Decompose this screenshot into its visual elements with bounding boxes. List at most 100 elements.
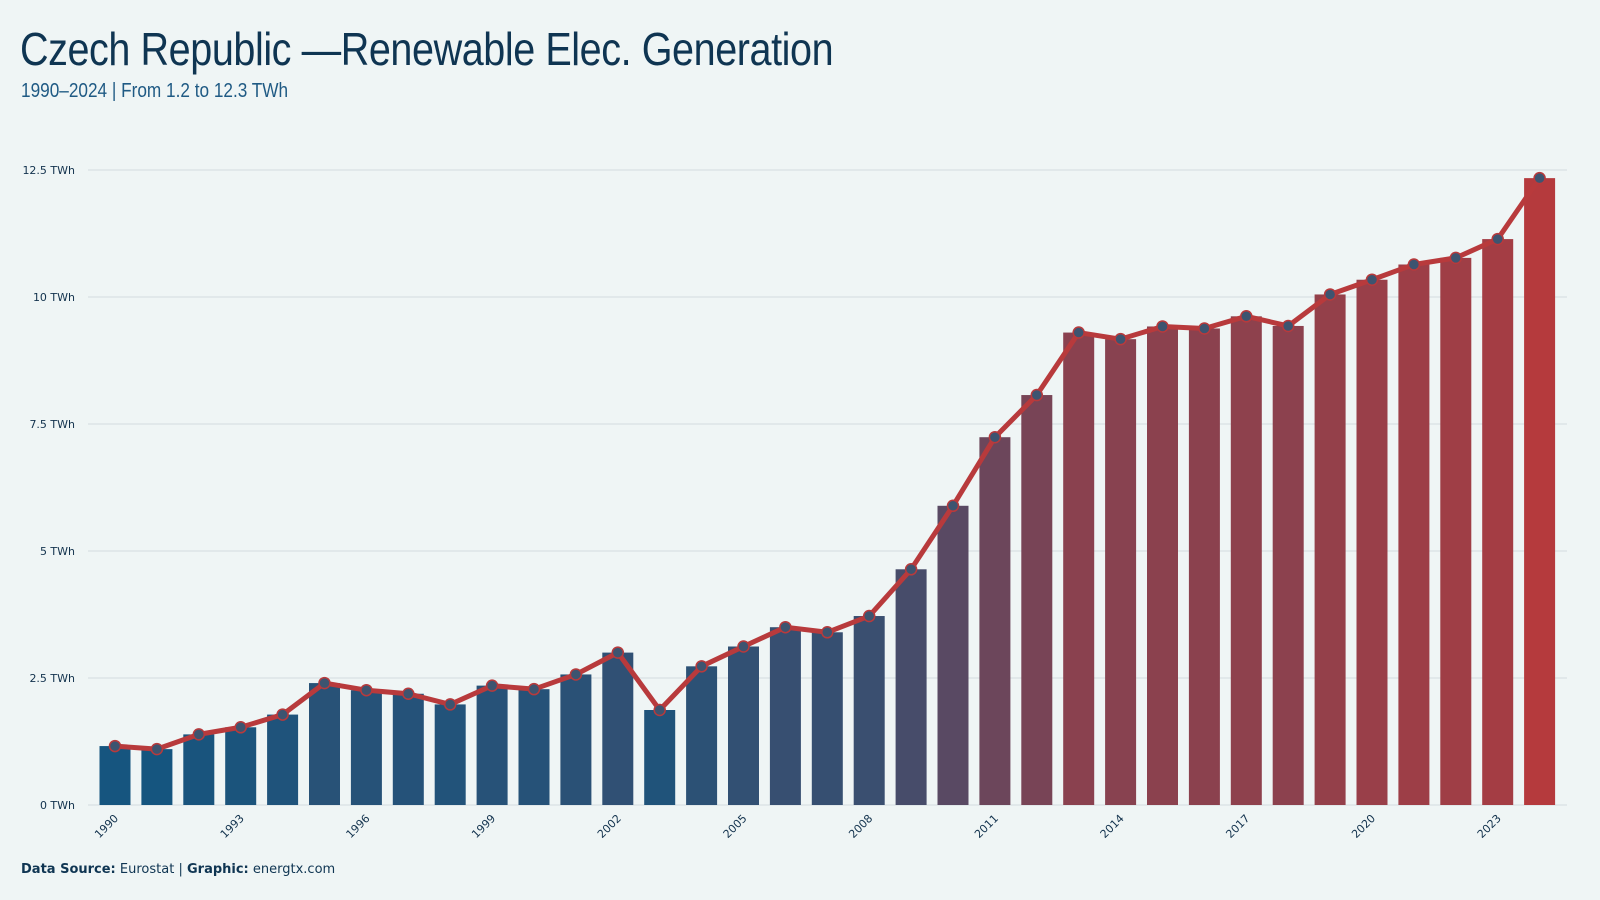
- bar: [602, 652, 634, 805]
- bar: [141, 749, 173, 805]
- data-point: [485, 679, 499, 692]
- data-point: [1072, 326, 1085, 339]
- x-tick-label: 1996: [344, 812, 373, 841]
- data-point: [1449, 251, 1463, 265]
- bar: [1482, 239, 1514, 805]
- bar: [853, 616, 885, 805]
- bar: [392, 693, 424, 805]
- data-point: [1198, 322, 1211, 335]
- bar: [1230, 316, 1262, 805]
- data-point: [695, 660, 708, 673]
- x-axis-labels: 1990 1993 1996 1999 2002 2005 2008 2011 2014 2017…: [92, 812, 1504, 841]
- bar: [1105, 339, 1137, 805]
- bar: [99, 746, 131, 805]
- bar: [1272, 325, 1304, 805]
- y-tick-label: 2.5 TWh: [29, 672, 75, 685]
- bar: [518, 689, 550, 805]
- data-point: [360, 683, 373, 697]
- y-tick-label: 5 TWh: [40, 545, 75, 558]
- x-tick-label: 2020: [1349, 812, 1378, 841]
- chart-subtitle: 1990–2024 | From 1.2 to 12.3 TWh: [21, 80, 289, 102]
- x-tick-label: 1999: [469, 812, 498, 841]
- bar: [1063, 332, 1095, 805]
- data-point: [1323, 288, 1337, 301]
- bar: [1314, 294, 1346, 805]
- data-point: [1240, 310, 1253, 323]
- point-layer: [108, 171, 1546, 756]
- data-point: [402, 687, 415, 700]
- bar: [1188, 328, 1220, 805]
- data-point: [904, 563, 918, 576]
- x-tick-label: 2017: [1223, 812, 1252, 841]
- bar: [1440, 257, 1472, 805]
- bar: [350, 690, 382, 805]
- bar: [686, 666, 718, 805]
- caption: Data Source: Eurostat | Graphic: energtx…: [21, 862, 335, 877]
- bar: [1398, 264, 1430, 805]
- x-tick-label: 1990: [92, 812, 121, 841]
- data-point: [1365, 273, 1379, 286]
- data-point: [1114, 332, 1127, 346]
- graphic-label: Graphic:: [186, 862, 249, 877]
- data-point: [946, 499, 960, 513]
- caption-separator: |: [178, 862, 183, 877]
- data-point: [527, 682, 541, 696]
- bar: [895, 569, 927, 805]
- data-point: [108, 739, 122, 753]
- x-tick-label: 2008: [846, 812, 875, 841]
- bar: [1524, 178, 1556, 806]
- data-point: [1281, 319, 1295, 333]
- y-tick-label: 10 TWh: [33, 291, 75, 304]
- bar: [728, 646, 759, 805]
- source-value: Eurostat: [119, 862, 175, 877]
- data-point: [276, 708, 289, 721]
- source-label: Data Source:: [21, 862, 116, 877]
- bar: [937, 505, 969, 805]
- bar: [560, 674, 592, 805]
- data-point: [611, 646, 625, 659]
- data-point: [653, 703, 666, 717]
- bar: [644, 710, 676, 805]
- y-tick-label: 12.5 TWh: [22, 164, 75, 177]
- x-tick-label: 2014: [1098, 812, 1127, 841]
- x-tick-label: 2002: [595, 812, 624, 841]
- bar: [1356, 279, 1388, 805]
- data-point: [1491, 232, 1504, 246]
- data-point: [569, 668, 583, 681]
- data-point: [779, 620, 792, 634]
- data-point: [737, 640, 750, 653]
- bar: [434, 704, 466, 805]
- data-point: [192, 728, 206, 741]
- data-point: [988, 430, 1002, 444]
- bar: [1147, 326, 1178, 805]
- bar: [476, 685, 508, 805]
- bar-layer: [99, 178, 1556, 806]
- chart-title: Czech Republic —Renewable Elec. Generati…: [20, 23, 834, 75]
- bar: [1021, 395, 1053, 805]
- x-tick-label: 2011: [972, 812, 1001, 841]
- x-tick-label: 1993: [218, 812, 247, 841]
- bar: [309, 683, 340, 805]
- y-tick-label: 7.5 TWh: [29, 418, 75, 431]
- data-point: [1407, 258, 1421, 271]
- data-point: [1030, 388, 1044, 402]
- bar: [183, 734, 215, 805]
- bar: [769, 627, 801, 805]
- data-point: [234, 721, 247, 734]
- x-tick-label: 2005: [721, 812, 750, 841]
- bar: [267, 714, 299, 805]
- bar: [225, 727, 257, 805]
- graphic-value: energtx.com: [252, 862, 336, 877]
- data-point: [821, 626, 834, 639]
- y-tick-label: 0 TWh: [40, 799, 75, 812]
- x-tick-label: 2023: [1475, 812, 1504, 841]
- y-axis-labels: 0 TWh 2.5 TWh 5 TWh 7.5 TWh 10 TWh 12.5 TWh: [22, 164, 75, 812]
- bar: [811, 632, 843, 805]
- data-point: [862, 609, 876, 623]
- data-point: [443, 698, 457, 711]
- bar: [979, 437, 1011, 805]
- data-point: [150, 742, 164, 756]
- data-point: [1533, 171, 1546, 185]
- data-point: [318, 676, 331, 690]
